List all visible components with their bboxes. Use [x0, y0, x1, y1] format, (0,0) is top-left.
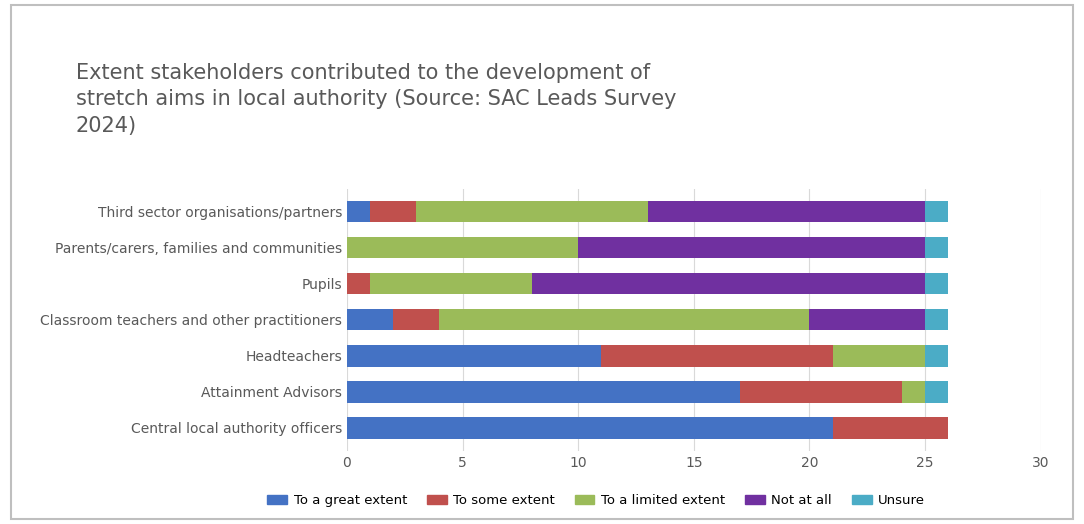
Bar — [416, 201, 647, 222]
Bar — [602, 345, 833, 367]
Bar — [810, 309, 925, 331]
Bar — [833, 345, 925, 367]
Bar — [647, 201, 925, 222]
Bar — [925, 272, 948, 294]
Text: Extent stakeholders contributed to the development of
stretch aims in local auth: Extent stakeholders contributed to the d… — [76, 63, 676, 136]
Bar — [439, 309, 810, 331]
Bar — [925, 201, 948, 222]
Bar — [347, 201, 370, 222]
Bar — [902, 381, 925, 402]
Bar — [925, 309, 948, 331]
Bar — [925, 345, 948, 367]
Bar — [740, 381, 902, 402]
Bar — [833, 417, 948, 439]
Bar — [370, 272, 532, 294]
Bar — [925, 237, 948, 258]
Bar — [347, 237, 578, 258]
Bar — [347, 381, 740, 402]
Bar — [532, 272, 925, 294]
Bar — [925, 381, 948, 402]
Bar — [347, 272, 370, 294]
Legend: To a great extent, To some extent, To a limited extent, Not at all, Unsure: To a great extent, To some extent, To a … — [262, 488, 930, 512]
Bar — [347, 309, 393, 331]
Bar — [578, 237, 925, 258]
Bar — [347, 417, 833, 439]
Bar — [347, 345, 602, 367]
Bar — [393, 309, 439, 331]
Bar — [370, 201, 416, 222]
